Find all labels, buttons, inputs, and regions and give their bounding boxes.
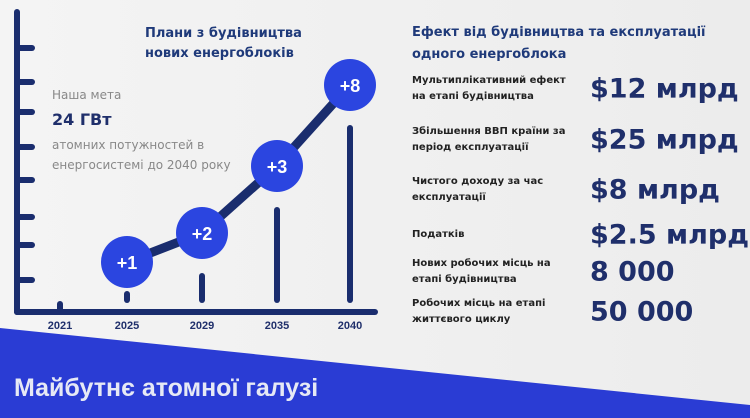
effect-row: Чистого доходу за час експлуатації $8 млр… [412, 170, 742, 210]
footer-band [0, 328, 750, 418]
effect-row: Податків $2.5 млрд [412, 215, 749, 255]
x-tick-label: 2021 [48, 320, 72, 332]
effect-label: Мультиплікативний ефект на етапі будівни… [412, 75, 566, 102]
effect-row: Мультиплікативний ефект на етапі будівни… [412, 69, 742, 109]
point-2029 [176, 207, 228, 259]
effects-title: Ефект від будівництва та експлуатації од… [412, 25, 706, 62]
effect-value: $12 млрд [590, 73, 739, 105]
point-label: +8 [340, 76, 361, 96]
effect-value: $2.5 млрд [590, 219, 749, 251]
goal-description: атомних потужностей в енергосистемі до 2… [52, 138, 231, 172]
effect-value: 50 000 [590, 296, 694, 328]
point-label: +3 [267, 157, 288, 177]
effect-label: Робочих місць на етапі життєвого циклу [412, 298, 546, 325]
chart-title: Плани з будівництва нових енергоблоків [145, 26, 302, 61]
effect-row: Нових робочих місць на етапі будівництва… [412, 252, 742, 292]
effect-value: $25 млрд [590, 124, 739, 156]
x-tick-label: 2025 [115, 320, 139, 332]
goal-value: 24 ГВт [52, 110, 112, 129]
goal-block: Наша мета 24 ГВт атомних потужностей в е… [52, 88, 247, 175]
point-label: +2 [192, 224, 213, 244]
x-tick-label: 2040 [338, 320, 362, 332]
effect-label: Збільшення ВВП країни за період експлуат… [412, 126, 566, 153]
effect-row: Робочих місць на етапі життєвого циклу 50… [412, 292, 742, 332]
point-2025 [101, 236, 153, 288]
effect-label: Нових робочих місць на етапі будівництва [412, 258, 551, 285]
effect-value: 8 000 [590, 256, 675, 288]
x-tick-label: 2035 [265, 320, 289, 332]
point-2035 [251, 140, 303, 192]
effect-label: Чистого доходу за час експлуатації [412, 176, 544, 203]
point-label: +1 [117, 253, 138, 273]
x-tick-label: 2029 [190, 320, 214, 332]
point-2040 [324, 59, 376, 111]
effect-row: Збільшення ВВП країни за період експлуат… [412, 120, 742, 160]
effect-label: Податків [412, 229, 465, 240]
effect-value: $8 млрд [590, 174, 720, 206]
footer-title: Майбутнє атомної галузі [14, 374, 319, 402]
goal-caption: Наша мета [52, 88, 122, 102]
series-line [125, 81, 354, 267]
